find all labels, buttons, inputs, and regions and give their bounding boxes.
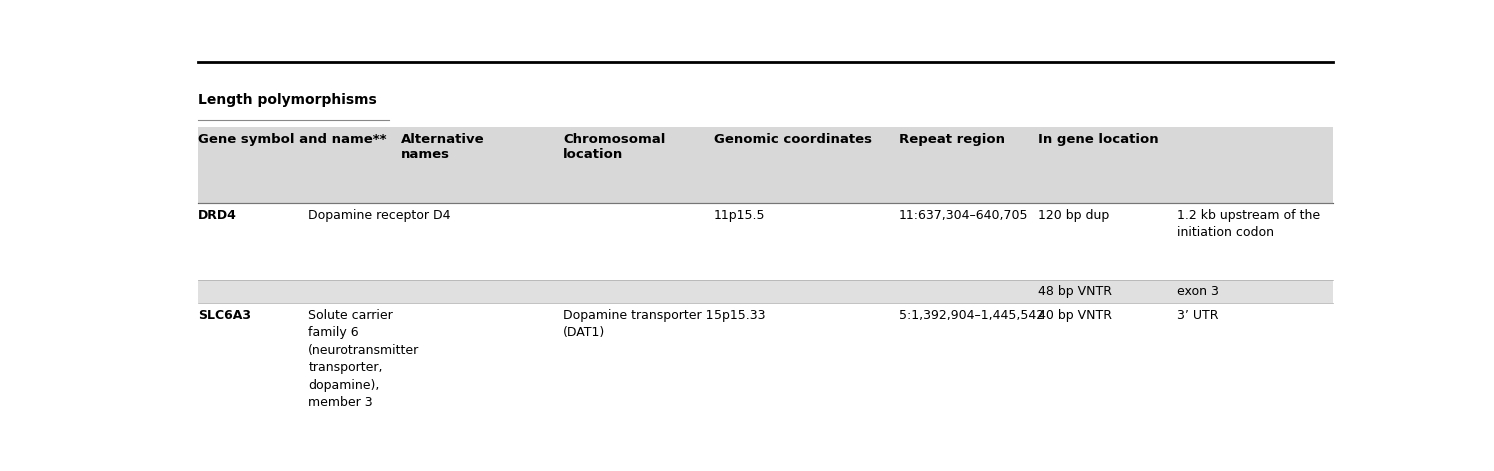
Text: In gene location: In gene location (1038, 133, 1158, 146)
Text: Alternative
names: Alternative names (400, 133, 484, 161)
Text: SLC6A3: SLC6A3 (199, 309, 251, 322)
FancyBboxPatch shape (199, 280, 1333, 303)
Text: exon 3: exon 3 (1177, 285, 1219, 298)
Text: 5p15.33: 5p15.33 (714, 309, 765, 322)
Text: 48 bp VNTR: 48 bp VNTR (1038, 285, 1112, 298)
Text: Gene symbol and name**: Gene symbol and name** (199, 133, 387, 146)
Text: 3’ UTR: 3’ UTR (1177, 309, 1218, 322)
Text: Dopamine transporter 1
(DAT1): Dopamine transporter 1 (DAT1) (563, 309, 714, 339)
Text: 11:637,304–640,705: 11:637,304–640,705 (899, 209, 1028, 222)
FancyBboxPatch shape (199, 203, 1333, 280)
Text: 120 bp dup: 120 bp dup (1038, 209, 1109, 222)
FancyBboxPatch shape (199, 303, 1333, 468)
Text: 5:1,392,904–1,445,542: 5:1,392,904–1,445,542 (899, 309, 1044, 322)
FancyBboxPatch shape (199, 468, 1333, 471)
Text: Solute carrier
family 6
(neurotransmitter
transporter,
dopamine),
member 3: Solute carrier family 6 (neurotransmitte… (308, 309, 420, 409)
Text: 40 bp VNTR: 40 bp VNTR (1038, 309, 1112, 322)
Text: 1.2 kb upstream of the
initiation codon: 1.2 kb upstream of the initiation codon (1177, 209, 1319, 239)
Text: Genomic coordinates: Genomic coordinates (714, 133, 871, 146)
Text: Chromosomal
location: Chromosomal location (563, 133, 665, 161)
Text: Length polymorphisms: Length polymorphisms (199, 93, 376, 107)
Text: Dopamine receptor D4: Dopamine receptor D4 (308, 209, 451, 222)
Text: DRD4: DRD4 (199, 209, 238, 222)
Text: Repeat region: Repeat region (899, 133, 1005, 146)
Text: 11p15.5: 11p15.5 (714, 209, 765, 222)
FancyBboxPatch shape (199, 127, 1333, 203)
